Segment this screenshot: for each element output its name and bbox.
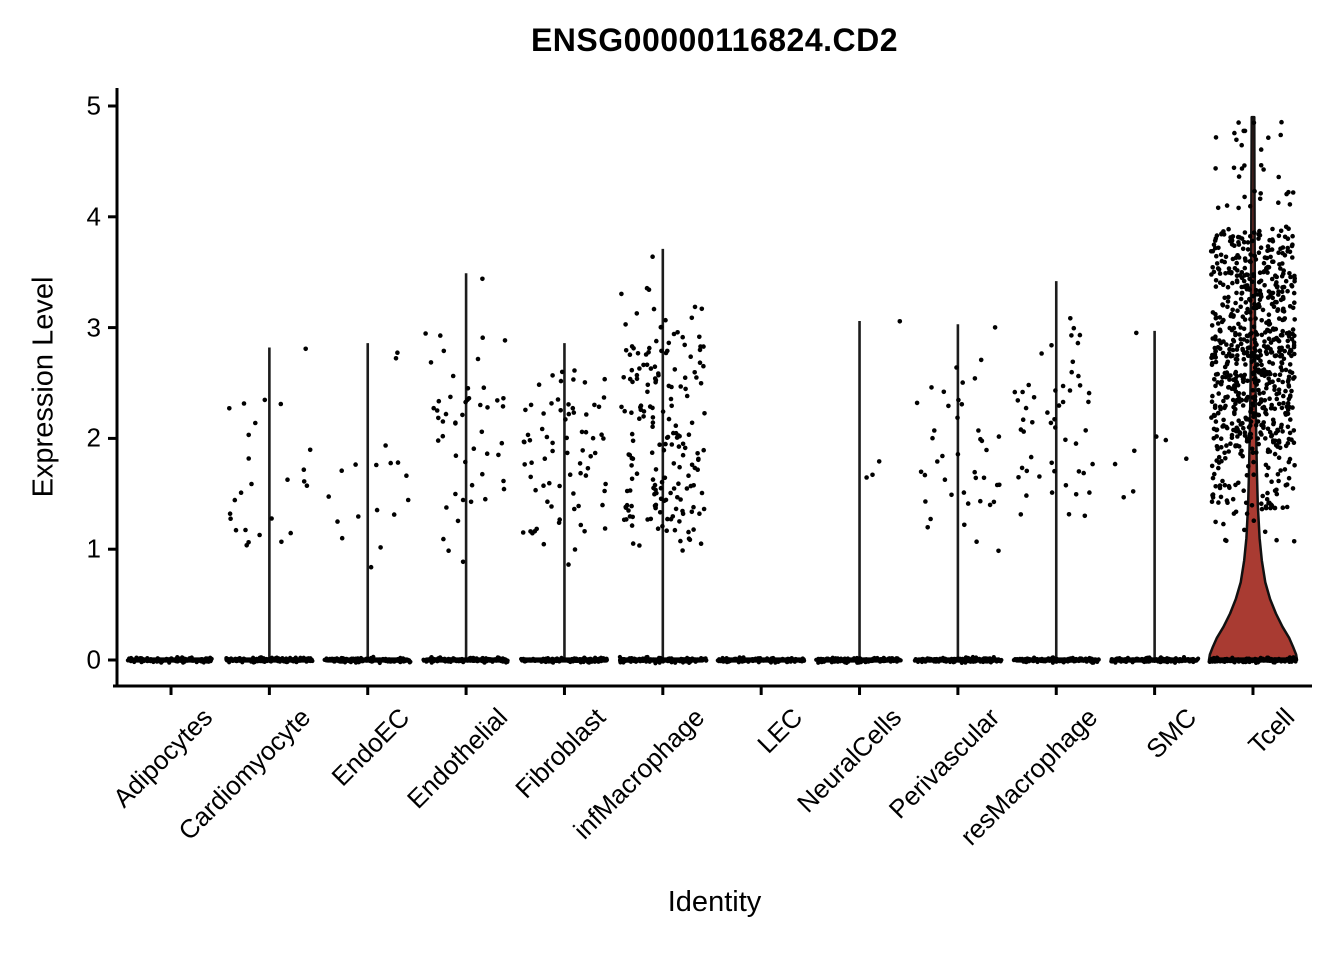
y-tick-label: 0 (86, 644, 101, 675)
chart-title: ENSG00000116824.CD2 (530, 22, 899, 58)
y-tick-label: 1 (86, 533, 101, 564)
y-tick-label: 3 (86, 312, 101, 343)
y-tick-label: 4 (86, 201, 101, 232)
y-tick-label: 5 (86, 90, 101, 121)
y-tick-label: 2 (86, 422, 101, 453)
x-axis-title: Identity (667, 886, 762, 918)
y-axis-title: Expression Level (27, 276, 60, 498)
